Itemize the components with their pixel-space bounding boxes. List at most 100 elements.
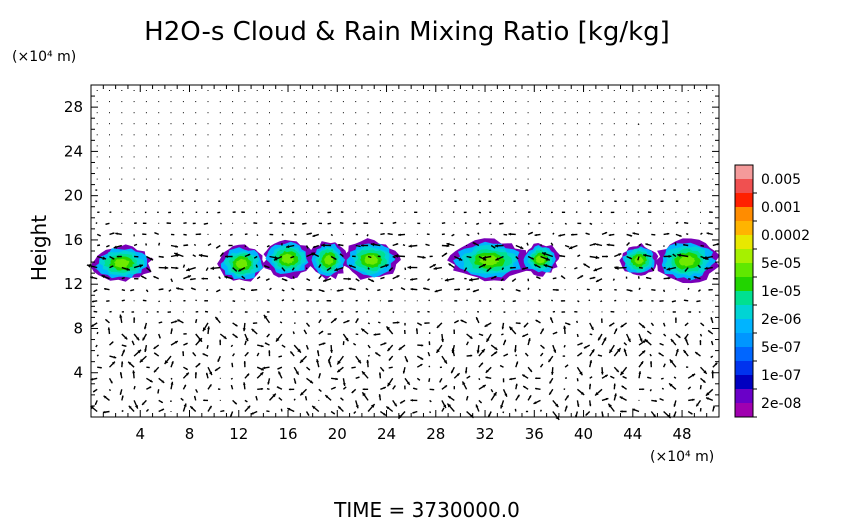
wind-vector-head [588, 200, 589, 202]
wind-vector-head [476, 317, 479, 320]
wind-vector-head [517, 394, 520, 398]
wind-vector-head [425, 243, 428, 246]
wind-vector [219, 178, 221, 180]
wind-vector-head [485, 376, 488, 379]
wind-vector-head [97, 332, 98, 333]
wind-vector [145, 123, 147, 125]
wind-vector-head [605, 255, 608, 258]
wind-vector [392, 112, 394, 114]
wind-vector-head [648, 200, 650, 202]
wind-vector [232, 200, 234, 202]
wind-vector-head [181, 189, 183, 191]
x-tick-label: 48 [673, 425, 692, 443]
wind-vector-head [494, 346, 498, 350]
wind-vector-head [504, 311, 506, 313]
wind-vector [453, 90, 455, 91]
wind-vector-head [317, 350, 320, 353]
wind-vector-head [610, 211, 613, 214]
wind-vector [342, 167, 344, 169]
wind-vector-head [182, 212, 183, 213]
wind-vector-head [567, 245, 570, 248]
wind-vector-head [92, 300, 94, 303]
wind-vector-head [531, 257, 534, 260]
wind-vector [687, 134, 689, 136]
wind-vector-head [357, 333, 359, 335]
wind-vector [170, 200, 172, 202]
wind-vector-head [516, 257, 519, 259]
wind-vector-head [528, 338, 531, 341]
wind-vector-head [312, 405, 316, 410]
wind-vector-head [542, 252, 546, 256]
wind-vector [638, 101, 640, 103]
wind-vector [109, 167, 110, 169]
wind-vector-head [276, 337, 280, 342]
wind-vector-head [279, 189, 281, 191]
wind-vector [466, 145, 468, 147]
wind-vector [318, 399, 320, 401]
wind-vector [552, 189, 554, 191]
wind-vector [527, 112, 529, 114]
wind-vector-head [320, 390, 322, 392]
wind-vector-head [605, 374, 608, 378]
wind-vector-head [673, 189, 675, 191]
wind-vector [515, 90, 517, 91]
wind-vector-head [368, 346, 371, 348]
wind-vector [638, 145, 640, 147]
y-tick-label: 12 [64, 275, 83, 293]
wind-vector-head [428, 341, 431, 343]
wind-vector [219, 112, 221, 114]
wind-vector-head [480, 200, 482, 202]
wind-vector-head [612, 189, 613, 191]
wind-vector-head [139, 358, 144, 363]
wind-vector [712, 311, 714, 313]
wind-vector-head [451, 370, 454, 374]
wind-vector [552, 167, 554, 169]
wind-vector-head [336, 289, 340, 292]
wind-vector [109, 134, 110, 136]
wind-vector-head [153, 276, 156, 279]
wind-vector-head [330, 350, 333, 353]
wind-vector-head [366, 189, 367, 191]
wind-vector-head [263, 314, 268, 319]
wind-vector-head [400, 401, 403, 404]
wind-vector-head [453, 386, 455, 388]
wind-vector-head [540, 409, 542, 411]
wind-vector [441, 145, 443, 147]
wind-vector-head [568, 323, 571, 326]
wind-vector [712, 134, 714, 136]
wind-vector-head [494, 244, 498, 248]
wind-vector [527, 90, 529, 91]
wind-vector-head [154, 232, 157, 235]
x-tick-label: 24 [377, 425, 396, 443]
wind-vector [453, 156, 455, 158]
wind-vector-head [444, 278, 449, 282]
wind-vector [96, 156, 98, 158]
wind-vector-head [382, 277, 385, 279]
wind-vector-head [428, 352, 430, 354]
wind-vector-head [637, 222, 638, 224]
wind-vector-head [306, 347, 309, 350]
wind-vector-head [332, 189, 334, 191]
wind-vector [416, 167, 418, 169]
wind-vector-head [145, 243, 147, 245]
wind-vector-head [500, 405, 504, 409]
wind-vector-head [136, 337, 140, 341]
wind-vector [256, 156, 258, 158]
wind-vector-head [663, 290, 665, 292]
wind-vector [379, 167, 381, 169]
wind-vector [441, 167, 443, 169]
wind-vector-head [378, 372, 382, 375]
wind-vector-head [689, 386, 691, 389]
wind-vector-head [493, 392, 497, 396]
wind-vector-head [591, 334, 593, 335]
wind-vector-head [149, 379, 153, 383]
wind-vector [404, 112, 406, 114]
wind-vector-head [555, 403, 559, 408]
wind-vector-head [231, 378, 232, 380]
wind-vector [429, 189, 431, 191]
wind-vector-head [591, 349, 595, 353]
wind-vector-head [652, 269, 654, 271]
y-unit-label: (×10⁴ m) [12, 49, 76, 65]
colorbar-swatch [735, 165, 753, 180]
wind-vector [416, 134, 418, 136]
